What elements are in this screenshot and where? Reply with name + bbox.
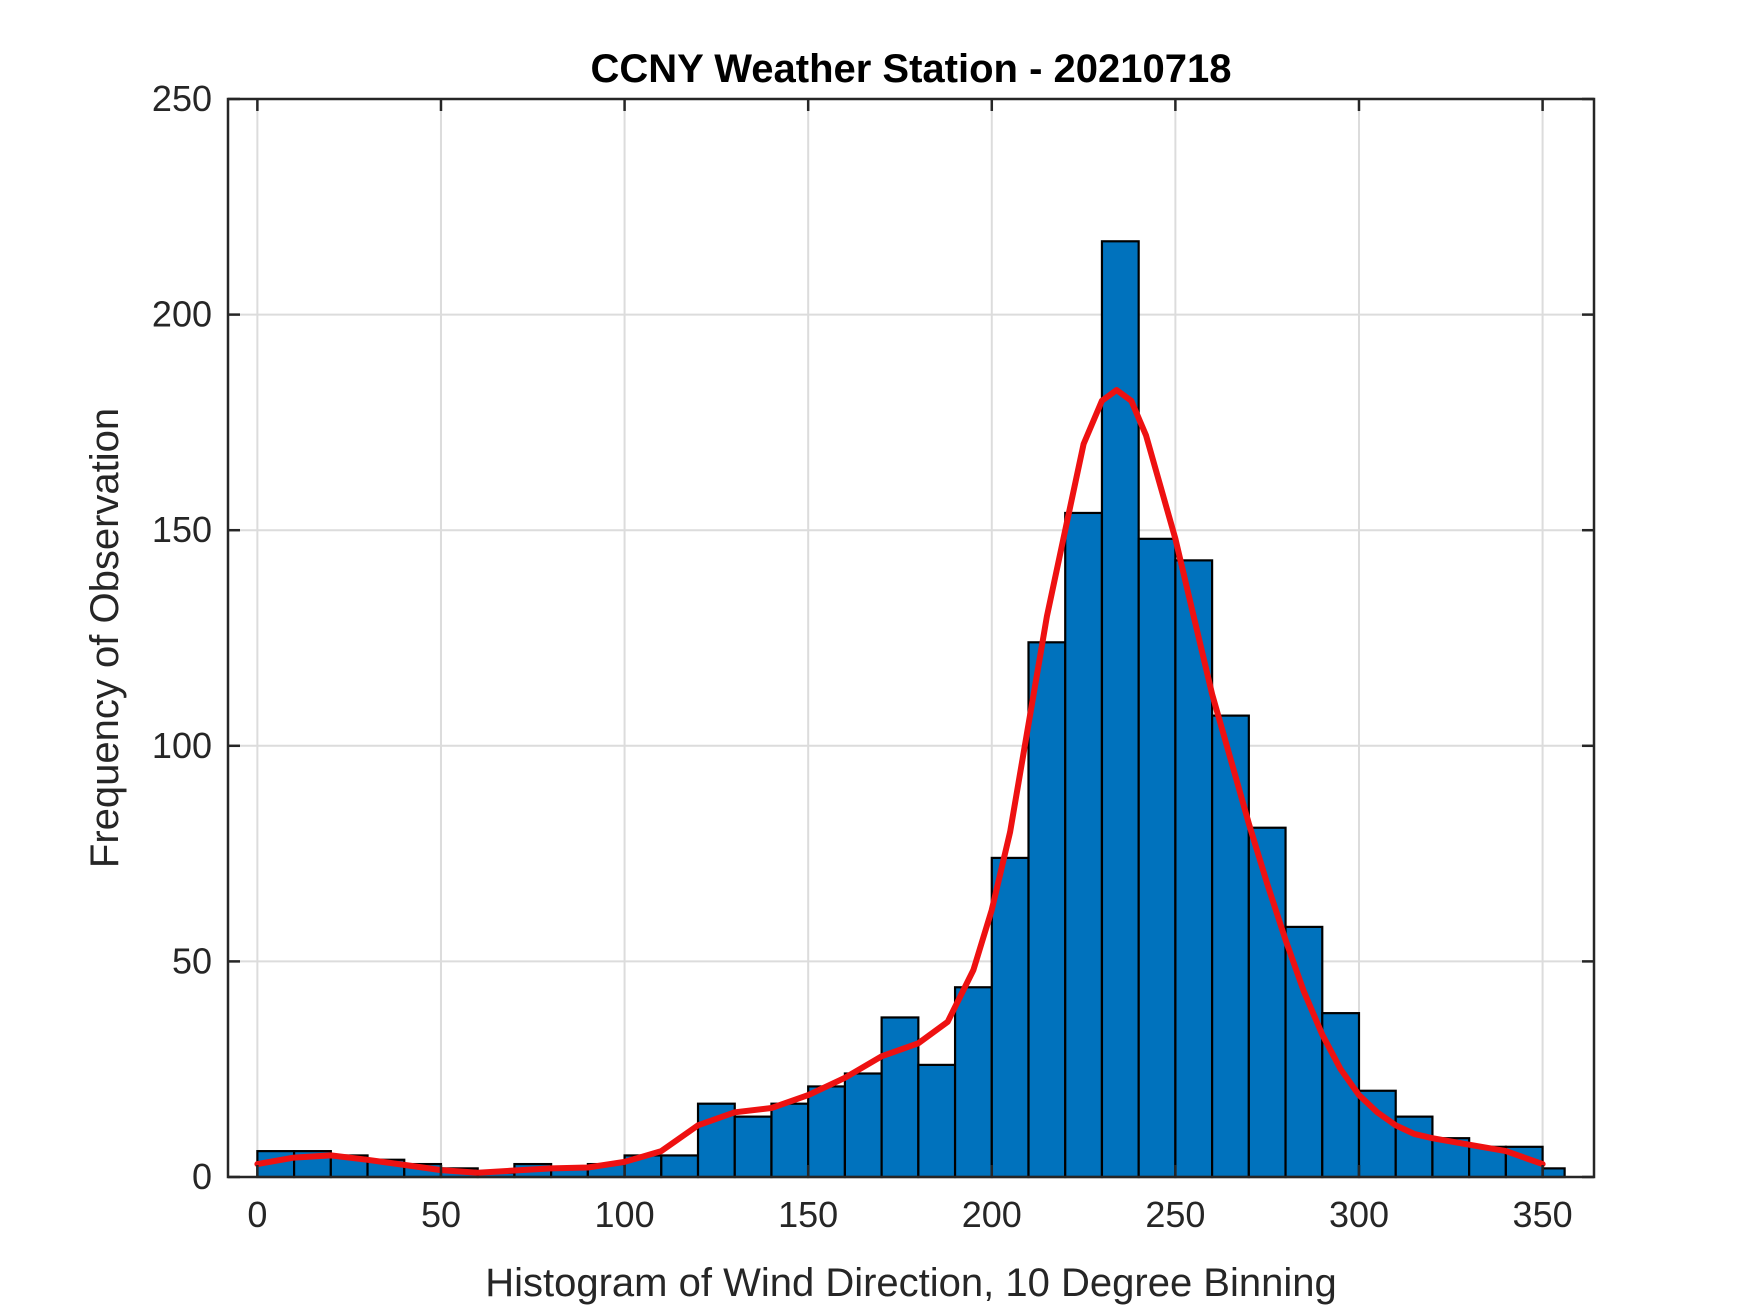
histogram-bar [880, 1016, 920, 1179]
x-tick-label: 250 [1145, 1194, 1205, 1235]
x-tick-label: 0 [247, 1194, 267, 1235]
histogram-bar [1064, 511, 1104, 1179]
chart-title: CCNY Weather Station - 20210718 [591, 47, 1232, 91]
y-tick-label: 250 [152, 78, 212, 119]
x-tick-label: 100 [595, 1194, 655, 1235]
histogram-bars [256, 240, 1566, 1179]
y-tick-label: 50 [172, 940, 212, 981]
y-tick-label: 150 [152, 509, 212, 550]
histogram-bar [990, 856, 1030, 1179]
histogram-bar [1211, 714, 1250, 1179]
y-axis-label: Frequency of Observation [83, 408, 127, 868]
y-tick-label: 0 [192, 1156, 212, 1197]
x-tick-label: 350 [1513, 1194, 1573, 1235]
x-tick-label: 150 [778, 1194, 838, 1235]
x-tick-label: 200 [962, 1194, 1022, 1235]
x-axis-label: Histogram of Wind Direction, 10 Degree B… [485, 1261, 1337, 1305]
histogram-bar [660, 1154, 700, 1179]
histogram-bar [1027, 641, 1067, 1179]
y-tick-label: 100 [152, 725, 212, 766]
smoothed-fit-line-group [254, 387, 1546, 1176]
histogram-bar [1137, 537, 1177, 1179]
histogram-bar [843, 1072, 883, 1179]
histogram-bar [1174, 559, 1214, 1179]
axes-box [226, 97, 1596, 1179]
plot-area [228, 99, 1594, 1177]
histogram-bar [953, 986, 993, 1179]
histogram-bar [1321, 1012, 1361, 1179]
histogram-bar [770, 1102, 810, 1179]
axis-ticks: 0 50 100 150 200 250 300 350 0 50 100 150 200 250 [152, 78, 1594, 1235]
x-tick-label: 50 [421, 1194, 461, 1235]
histogram-bar [1541, 1167, 1566, 1179]
histogram-bar [1100, 240, 1140, 1179]
y-tick-label: 200 [152, 294, 212, 335]
x-tick-label: 300 [1329, 1194, 1389, 1235]
histogram-bar [1284, 925, 1324, 1179]
smoothed-fit-line [254, 387, 1546, 1176]
histogram-bar [733, 1115, 773, 1179]
histogram-bar [807, 1085, 847, 1179]
histogram-bar [917, 1063, 957, 1179]
